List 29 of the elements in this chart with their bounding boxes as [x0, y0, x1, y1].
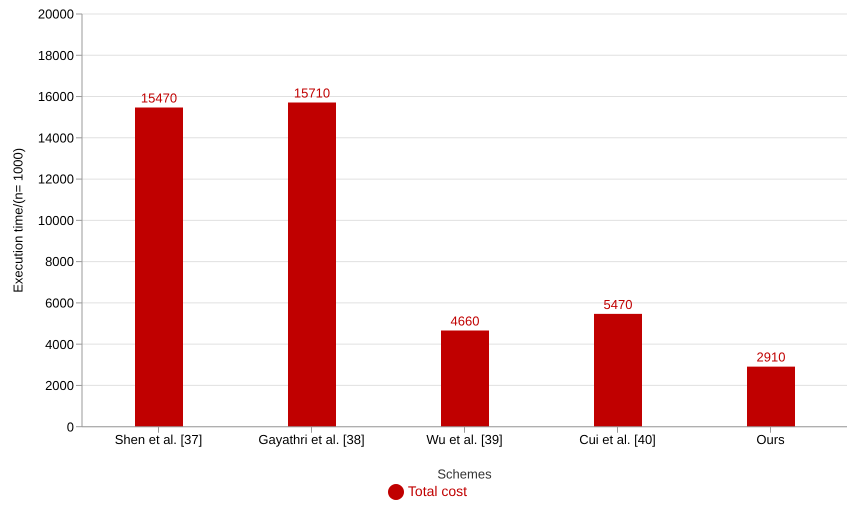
- y-tick-label: 18000: [38, 48, 74, 63]
- y-tick-label: 10000: [38, 212, 74, 228]
- x-tick-label: Gayathri et al. [38]: [258, 432, 365, 447]
- x-axis-title: Schemes: [437, 466, 492, 482]
- data-label: 2910: [756, 350, 786, 365]
- legend-label: Total cost: [408, 482, 468, 499]
- x-tick-label: Shen et al. [37]: [114, 432, 202, 447]
- y-tick-label: 16000: [38, 89, 74, 104]
- y-tick-label: 20000: [38, 6, 74, 22]
- data-label: 4660: [450, 314, 480, 329]
- bar: [135, 107, 183, 427]
- data-label: 5470: [604, 296, 632, 312]
- bar: [594, 314, 642, 427]
- bar: [747, 366, 795, 427]
- data-label: 15710: [294, 86, 330, 101]
- data-label: 15470: [140, 90, 178, 106]
- x-tick-label: Ours: [756, 432, 786, 447]
- y-tick-label: 4000: [45, 336, 74, 352]
- y-tick-label: 0: [66, 419, 74, 434]
- y-tick-label: 2000: [45, 378, 74, 394]
- y-tick-label: 12000: [38, 172, 74, 187]
- y-tick-label: 8000: [45, 254, 74, 270]
- y-axis-title: Execution time/(n= 1000): [10, 148, 26, 293]
- x-tick-label: Cui et al. [40]: [579, 432, 656, 447]
- y-tick-label: 6000: [45, 296, 74, 311]
- bar: [441, 330, 489, 427]
- y-tick-label: 14000: [38, 130, 74, 146]
- bar: [288, 102, 336, 427]
- x-tick-label: Wu et al. [39]: [426, 432, 503, 447]
